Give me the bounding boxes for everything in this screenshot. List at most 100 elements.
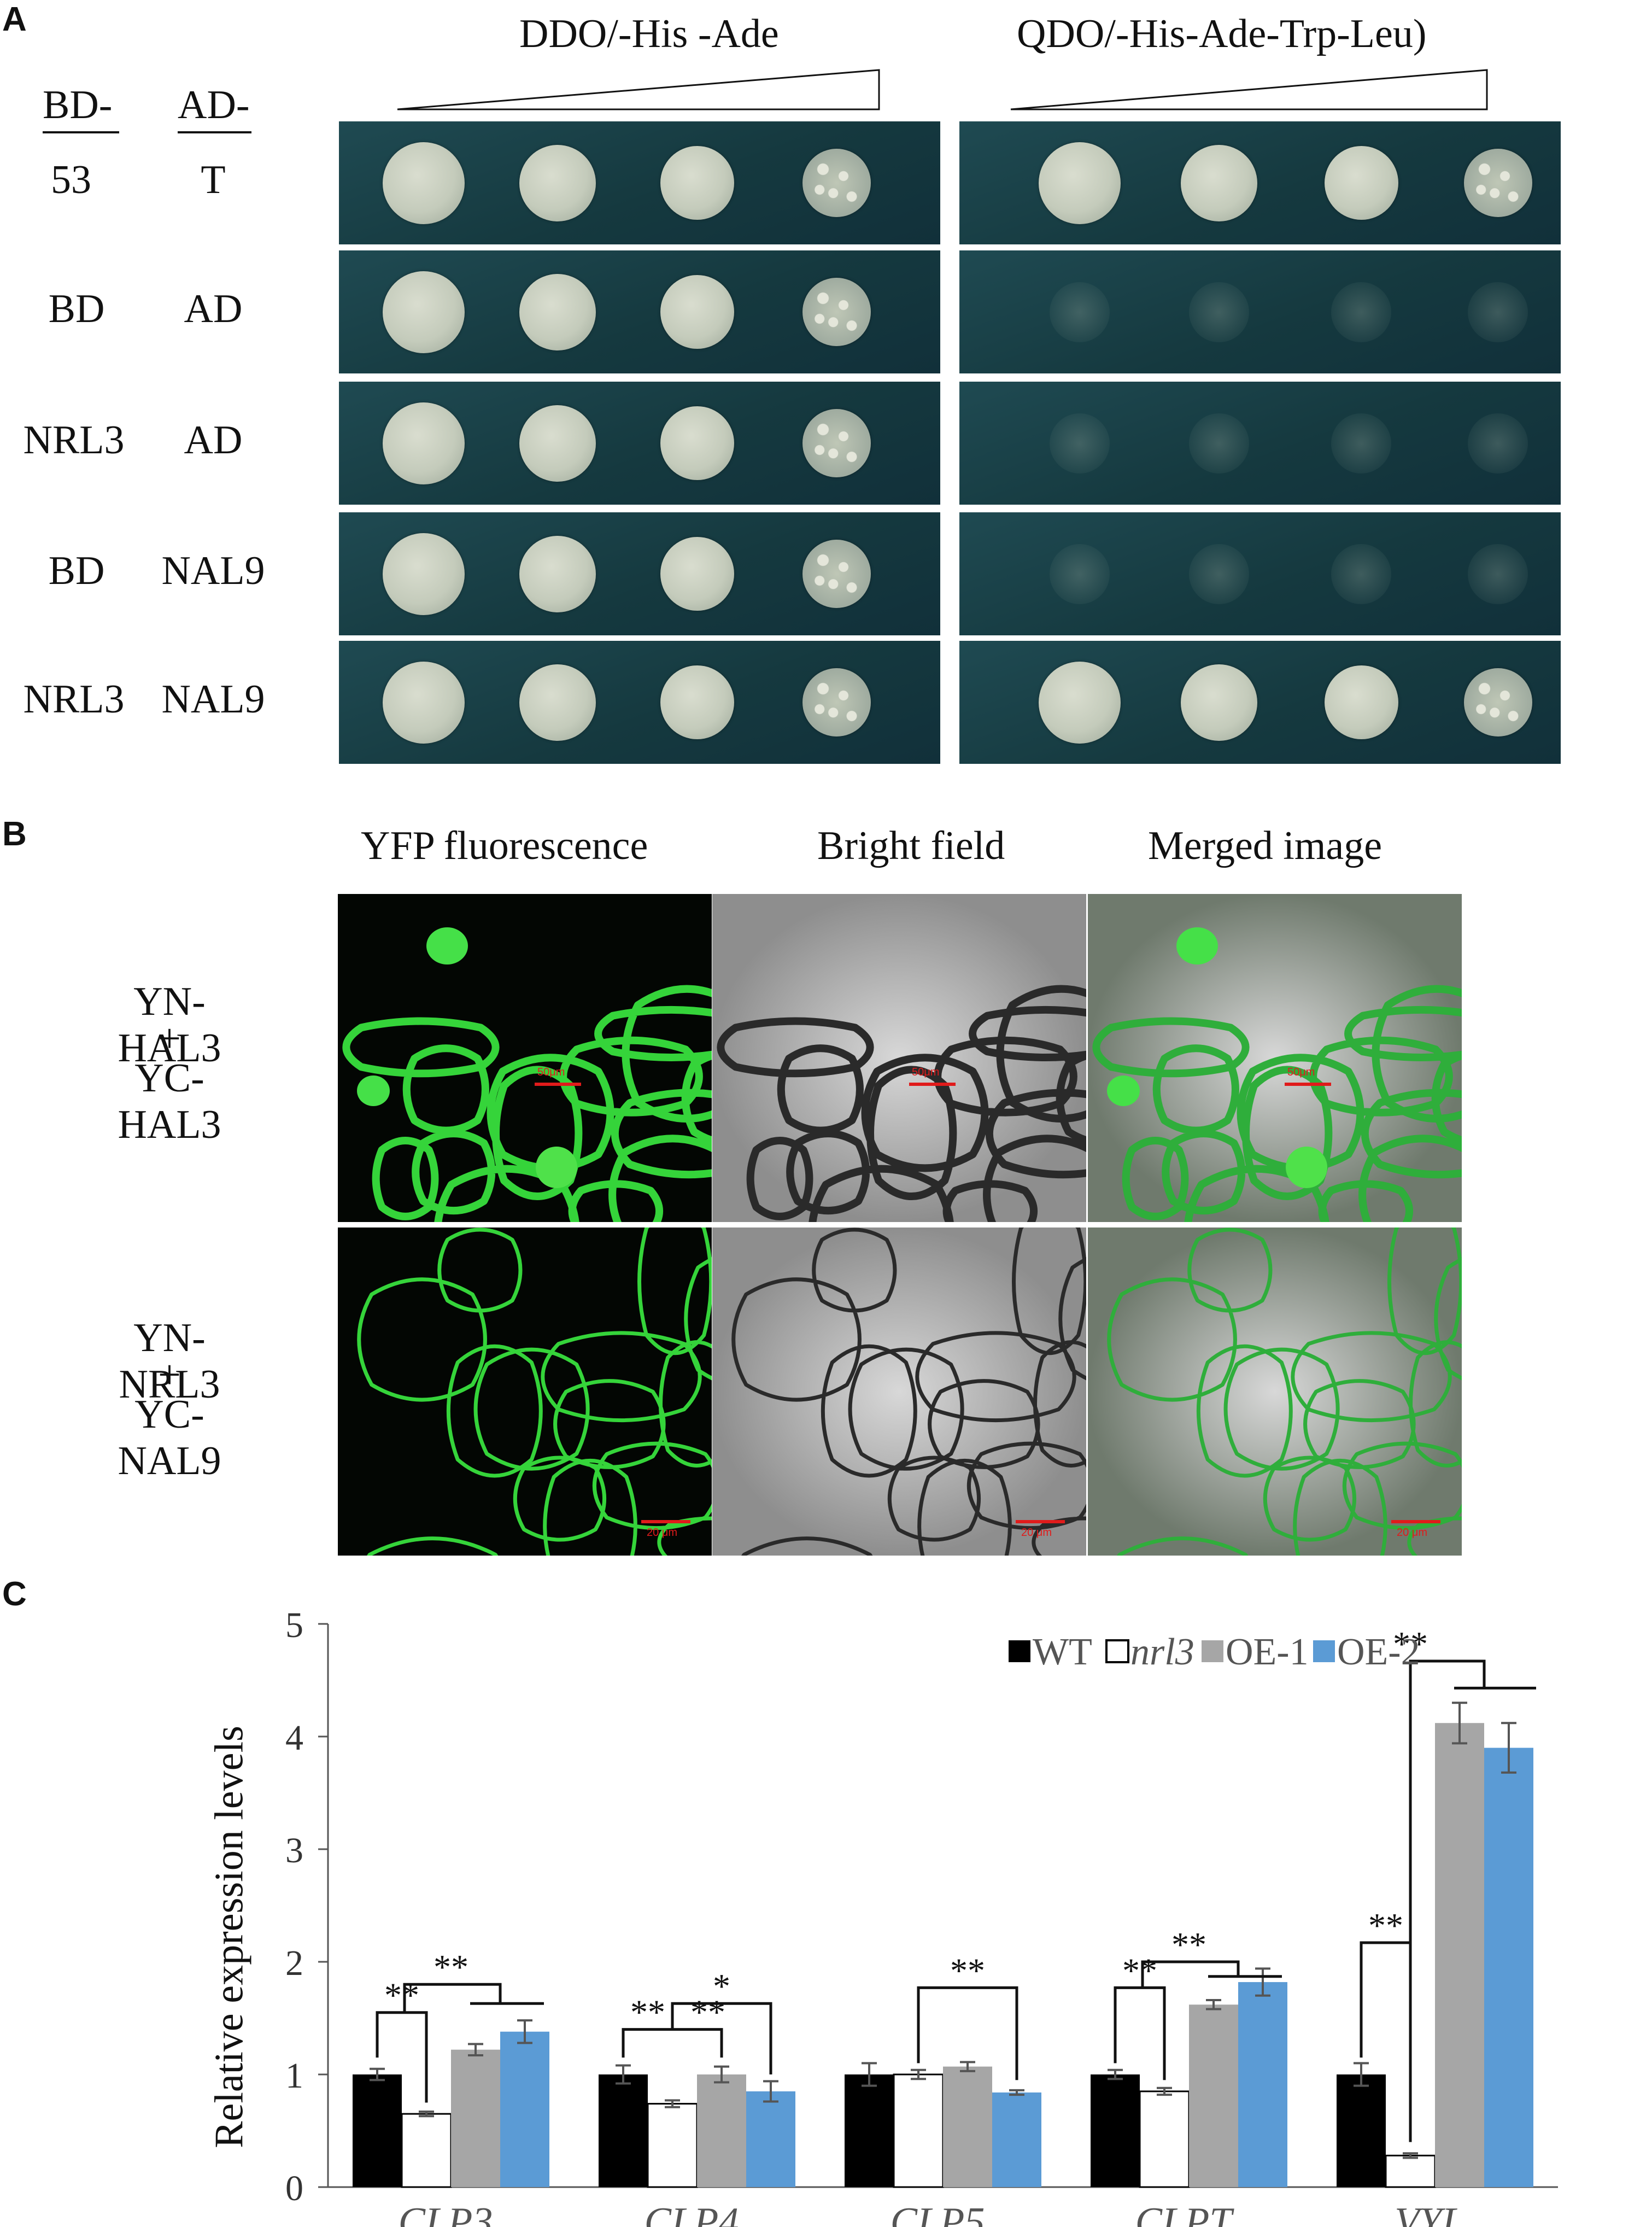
legend-swatch-wt — [1009, 1640, 1030, 1662]
y-tick-label: 3 — [285, 1831, 303, 1871]
yeast-colony — [1039, 142, 1121, 224]
yeast-colony — [802, 149, 871, 217]
plate-left-row-3 — [339, 382, 940, 505]
yeast-colony — [660, 665, 734, 739]
significance-bracket — [1360, 1941, 1412, 2142]
y-tick-label: 1 — [285, 2056, 303, 2096]
x-category-label: CLP3 — [399, 2200, 493, 2227]
plate-left-row-5 — [339, 641, 940, 764]
bar-nrl3-VYL — [1385, 2154, 1436, 2188]
significance-bracket — [376, 2011, 428, 2103]
scale-bar-label: 20 μm — [1021, 1527, 1052, 1539]
significance-marker: ** — [690, 1993, 725, 2032]
yeast-colony — [1463, 668, 1532, 737]
legend-label-wt: WT — [1033, 1631, 1092, 1673]
legend-swatch-oe2 — [1313, 1640, 1335, 1662]
legend-label-nrl3: nrl3 — [1130, 1631, 1194, 1673]
bar-WT-CLP5 — [845, 2074, 894, 2187]
legend-label-oe1: OE-1 — [1226, 1631, 1309, 1673]
no-growth-spot — [1050, 543, 1110, 604]
scale-bar-label: 50μm — [912, 1066, 940, 1078]
row-label-bd: BD — [48, 548, 105, 593]
yeast-colony — [1324, 146, 1398, 220]
significance-bracket — [403, 1983, 502, 2013]
no-growth-spot — [1468, 543, 1528, 604]
yeast-colony — [519, 405, 596, 482]
yeast-colony — [383, 533, 465, 615]
column-header-ad-underline — [178, 131, 251, 133]
micrograph-yfp-row-2 — [338, 1228, 712, 1556]
plate-right-row-3 — [959, 382, 1561, 505]
significance-marker: ** — [1171, 1925, 1206, 1964]
legend-swatch-nrl3 — [1105, 1639, 1129, 1663]
micrograph-bf-row-1 — [712, 894, 1086, 1222]
bar-OE-2-CLP3 — [500, 2031, 549, 2187]
bifc-label-2b: YC-NAL9 — [118, 1392, 221, 1483]
scale-bar-label: 20 μm — [647, 1527, 677, 1539]
yeast-colony — [519, 144, 596, 221]
yeast-colony — [1181, 664, 1257, 741]
scale-bar-label: 50μm — [1287, 1066, 1315, 1078]
significance-bracket — [671, 2002, 772, 2074]
column-header-bd-underline — [43, 131, 119, 133]
yeast-colony — [660, 146, 734, 220]
bar-OE-2-VYL — [1484, 1747, 1533, 2187]
plate-left-row-4 — [339, 512, 940, 635]
column-title-yfp: YFP fluorescence — [361, 823, 648, 868]
scale-bar-label: 20 μm — [1397, 1527, 1427, 1539]
significance-marker: ** — [630, 1993, 665, 2032]
plate-right-row-2 — [959, 250, 1561, 373]
yeast-colony — [1324, 665, 1398, 739]
yeast-colony — [1181, 144, 1257, 221]
significance-marker: ** — [1368, 1906, 1403, 1945]
no-growth-spot — [1189, 282, 1249, 342]
row-label-bd: NRL3 — [23, 677, 125, 722]
row-label-ad: T — [201, 157, 226, 202]
scale-bar — [535, 1083, 581, 1086]
yeast-colony — [519, 535, 596, 612]
bifc-label-2a: YN-NRL3 — [119, 1316, 220, 1407]
plate-right-row-1 — [959, 121, 1561, 244]
no-growth-spot — [1331, 413, 1391, 474]
y-tick-label: 0 — [285, 2168, 303, 2208]
row-label-ad: NAL9 — [161, 548, 265, 593]
row-label-bd: BD — [48, 287, 105, 331]
bar-OE-1-CLP5 — [943, 2066, 992, 2187]
media-label-qdo: QDO/-His-Ade-Trp-Leu) — [1017, 11, 1427, 56]
scale-bar — [641, 1520, 690, 1523]
legend-swatch-oe1 — [1202, 1640, 1223, 1662]
micrograph-merge-row-1 — [1088, 894, 1462, 1222]
bar-WT-CLP3 — [353, 2074, 402, 2187]
plate-right-row-4 — [959, 512, 1561, 635]
yeast-colony — [1039, 661, 1121, 744]
scale-bar — [1391, 1520, 1440, 1523]
bar-nrl3-CLPT — [1139, 2090, 1190, 2188]
scale-bar-label: 50μm — [537, 1066, 565, 1078]
significance-bracket — [917, 1986, 1018, 2080]
yeast-colony — [519, 273, 596, 350]
yeast-colony — [383, 402, 465, 484]
significance-marker: ** — [384, 1976, 419, 2015]
bar-WT-CLPT — [1091, 2074, 1140, 2187]
x-category-label: VYL — [1395, 2200, 1464, 2227]
yeast-colony — [802, 278, 871, 346]
yeast-colony — [802, 540, 871, 608]
significance-marker: ** — [950, 1951, 985, 1990]
micrograph-yfp-row-1 — [338, 894, 712, 1222]
yeast-colony — [802, 668, 871, 737]
panel-letter-c: C — [2, 1575, 27, 1613]
legend-label-oe2: OE-2 — [1337, 1631, 1420, 1673]
no-growth-spot — [1189, 413, 1249, 474]
yeast-colony — [660, 537, 734, 611]
column-title-bright: Bright field — [817, 823, 1005, 868]
significance-bracket — [1114, 1986, 1166, 2080]
micrograph-bf-row-2 — [712, 1228, 1086, 1556]
yeast-colony — [802, 409, 871, 477]
no-growth-spot — [1050, 282, 1110, 342]
no-growth-spot — [1331, 543, 1391, 604]
significance-marker: ** — [1122, 1951, 1157, 1990]
bar-WT-VYL — [1337, 2074, 1386, 2187]
significance-marker: ** — [433, 1948, 468, 1986]
y-tick-label: 5 — [285, 1605, 303, 1645]
bifc-label-1-plus: + — [158, 1016, 181, 1061]
